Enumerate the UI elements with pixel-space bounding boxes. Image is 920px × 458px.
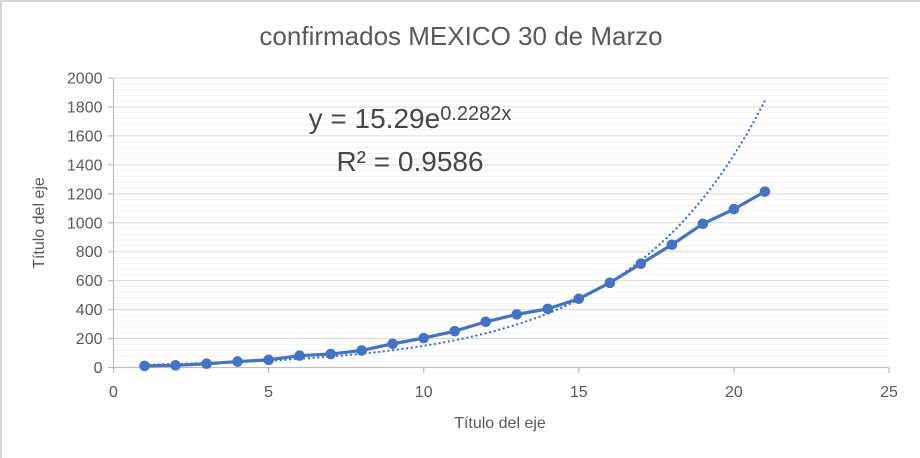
tick-label: 10	[415, 384, 433, 401]
trendline	[143, 99, 767, 366]
trendline-equation-line: y = 15.29e0.2282x	[240, 99, 580, 142]
data-point	[387, 338, 398, 350]
tick-label: 400	[76, 302, 103, 319]
axes	[108, 77, 890, 373]
data-point	[325, 348, 336, 360]
tick-label: 2000	[67, 71, 103, 88]
y-tick-labels: 0 200 400 600 800 1000 1200 1400 1600 1800 2000	[67, 71, 103, 378]
data-point	[542, 303, 554, 315]
trendline-r-squared: R² = 0.9586	[336, 146, 484, 177]
data-point	[170, 360, 181, 371]
tick-label: 1400	[67, 157, 103, 174]
data-point	[449, 325, 461, 337]
tick-label: 20	[725, 384, 743, 401]
tick-label: 1800	[67, 99, 103, 116]
data-point	[635, 258, 647, 270]
tick-label: 1000	[67, 215, 103, 232]
data-point	[728, 203, 740, 215]
minor-gridlines	[113, 83, 889, 363]
tick-label: 1200	[67, 186, 103, 203]
tick-label: 0	[109, 384, 118, 401]
tick-label: 1600	[67, 128, 103, 145]
data-point	[418, 332, 430, 344]
data-point	[666, 239, 678, 251]
tick-label: 5	[264, 384, 273, 401]
trendline-equation: y = 15.29e0.2282x R² = 0.9586	[240, 99, 580, 182]
tick-label: 15	[570, 384, 588, 401]
tick-label: 200	[76, 331, 103, 348]
x-axis-title: Título del eje	[454, 415, 546, 432]
data-point	[511, 309, 523, 320]
tick-label: 25	[880, 384, 898, 401]
y-axis-title: Título del eje	[31, 177, 48, 269]
exponential-trendline	[143, 99, 767, 366]
equation-exponent: 0.2282x	[440, 102, 512, 125]
data-point	[139, 360, 150, 372]
chart-title: confirmados MEXICO 30 de Marzo	[259, 21, 663, 51]
data-point	[356, 345, 367, 356]
series-line	[144, 190, 766, 368]
data-point	[294, 350, 305, 361]
data-point	[232, 356, 243, 367]
data-point	[697, 218, 709, 230]
data-point	[480, 316, 492, 328]
equation-prefix: y = 15.29e	[308, 103, 441, 134]
data-series-line	[144, 190, 766, 368]
data-point	[573, 293, 585, 305]
data-point	[201, 358, 212, 370]
tick-label: 0	[94, 360, 103, 377]
data-point	[604, 277, 616, 289]
tick-label: 800	[76, 244, 103, 261]
x-tick-labels: 0 5 10 15 20 25	[109, 384, 898, 401]
data-point	[759, 186, 771, 197]
data-point	[263, 354, 274, 366]
major-gridlines	[113, 77, 889, 340]
data-point-markers	[139, 186, 771, 372]
tick-label: 600	[76, 273, 103, 290]
